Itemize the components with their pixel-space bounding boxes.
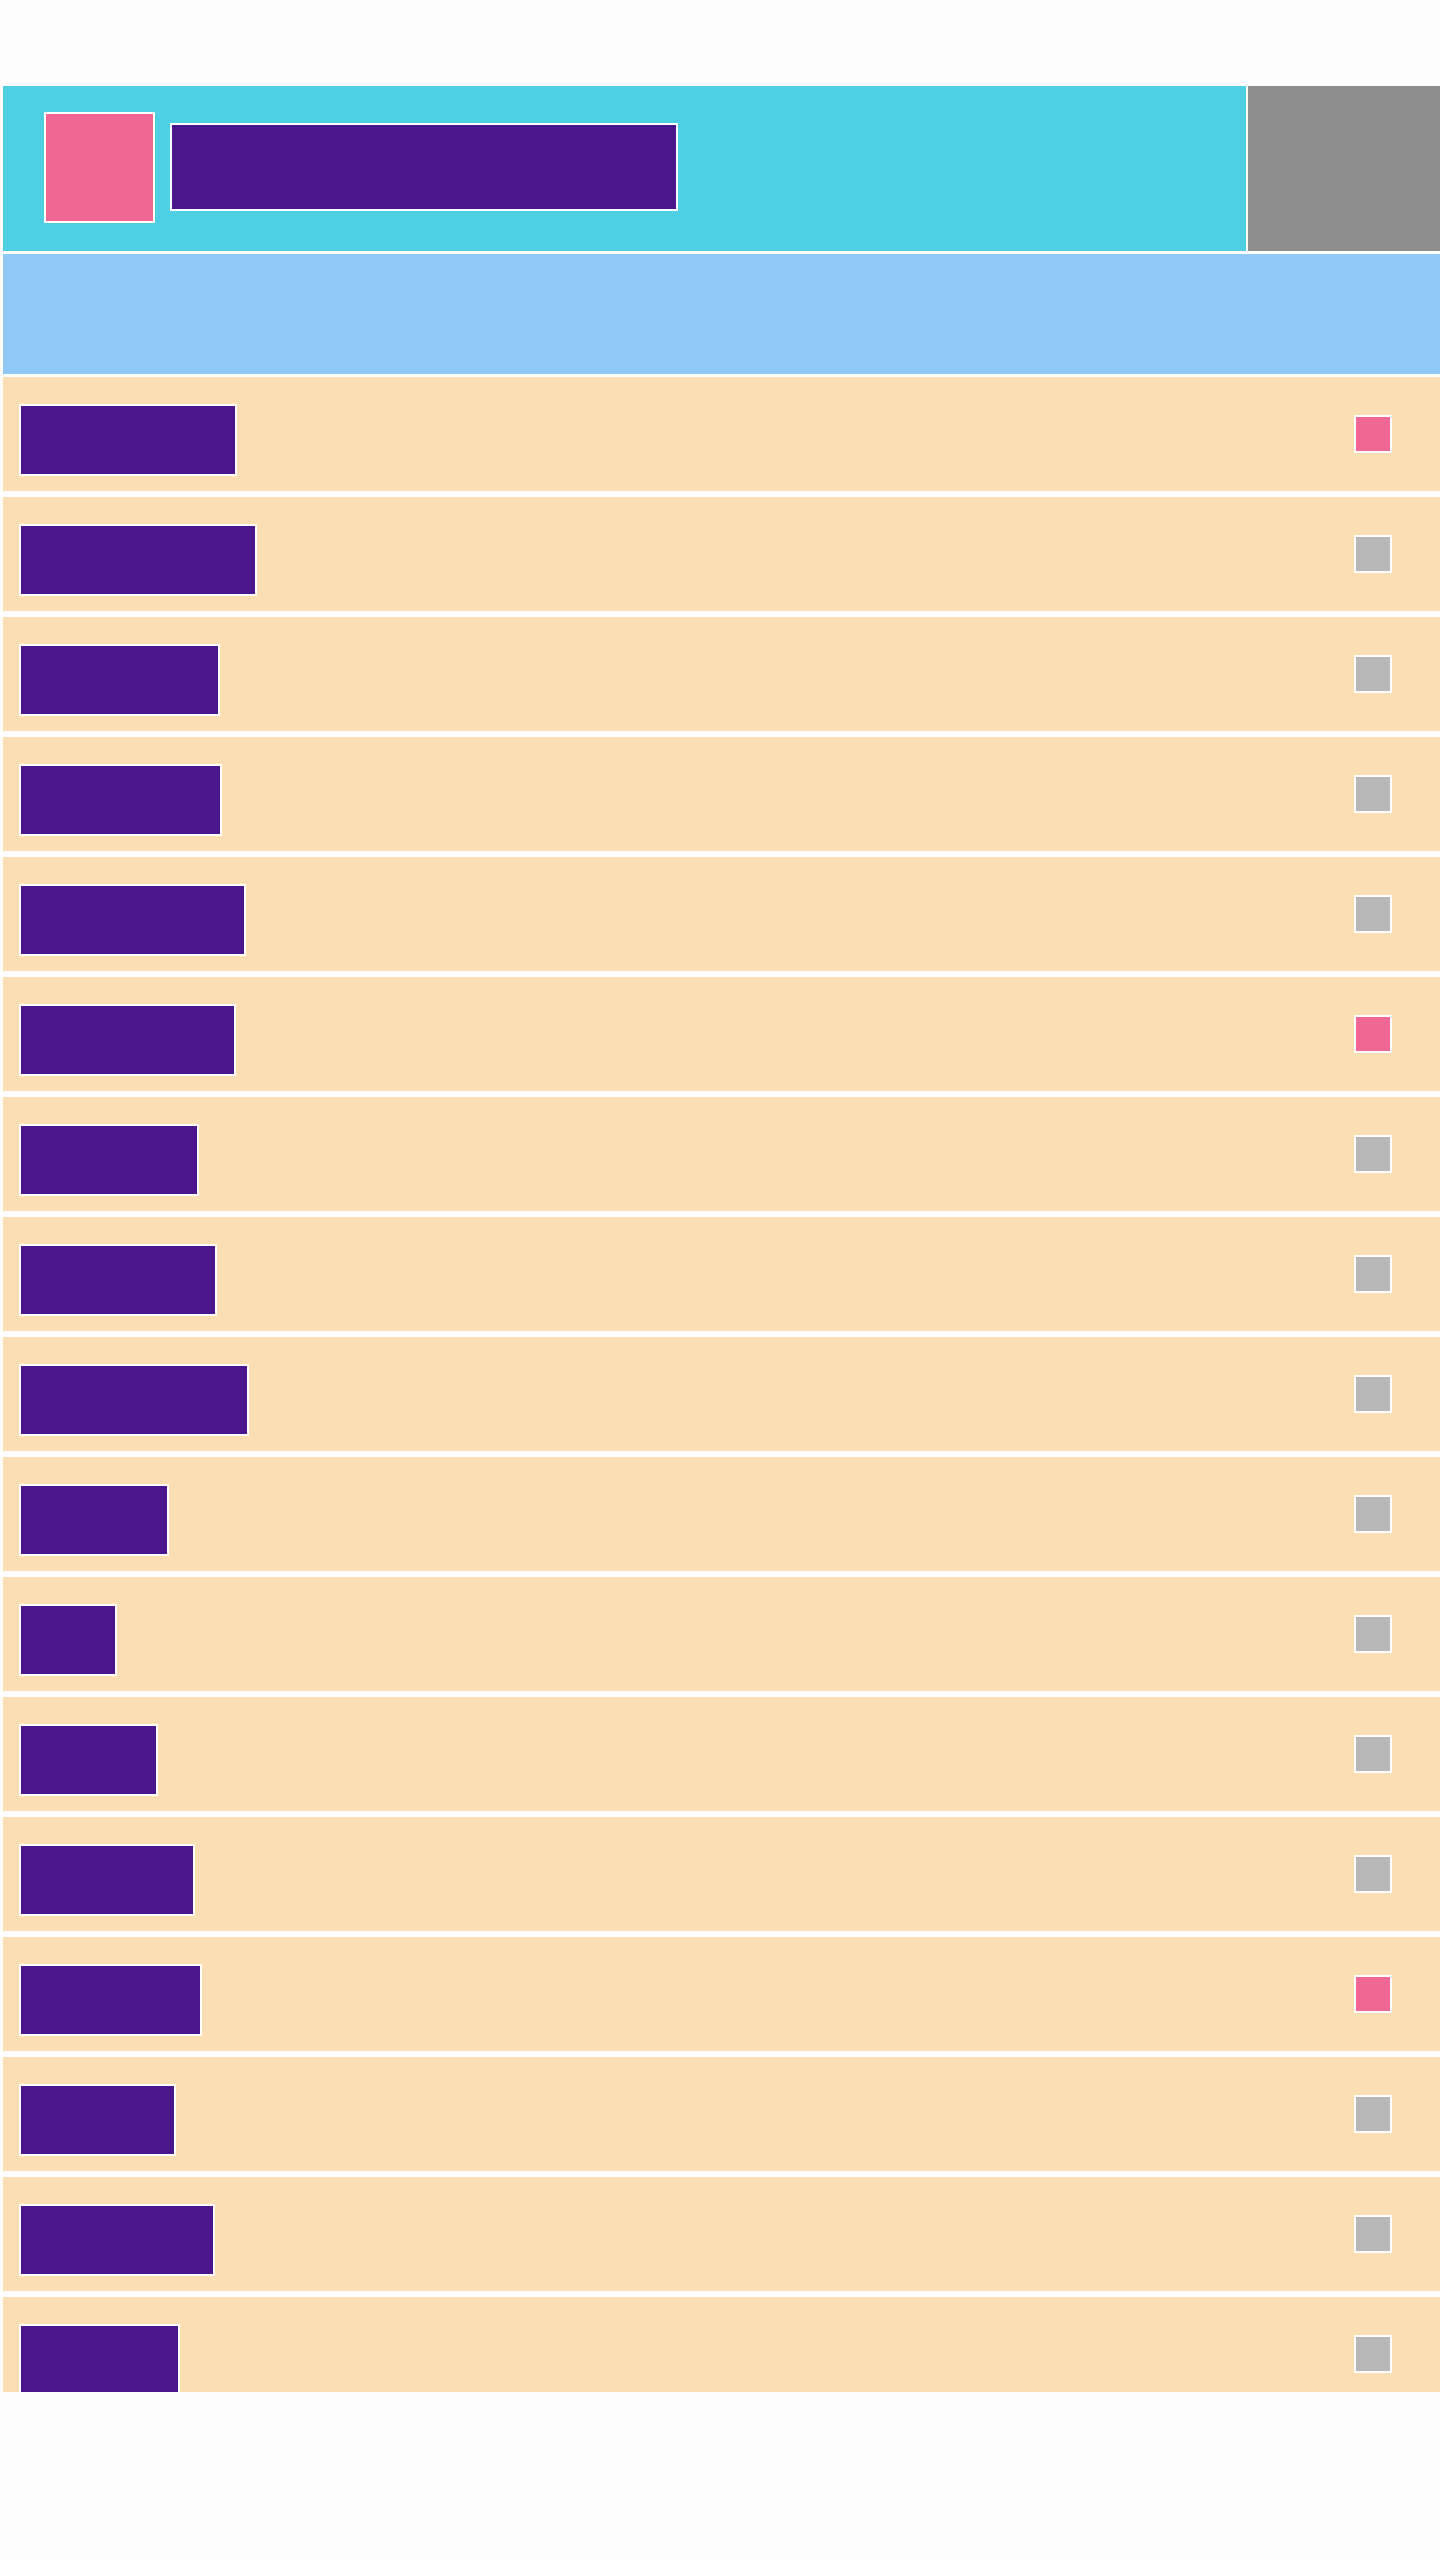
list-item-label [19, 1244, 217, 1316]
list-item-checkbox[interactable] [1354, 1975, 1392, 2013]
list-item[interactable] [3, 1577, 1440, 1691]
list-item-label [19, 764, 222, 836]
list-item[interactable] [3, 1337, 1440, 1451]
list-item-checkbox[interactable] [1354, 2095, 1392, 2133]
list-item[interactable] [3, 1097, 1440, 1211]
list-item[interactable] [3, 857, 1440, 971]
list-item-label [19, 404, 237, 476]
subheader [3, 254, 1440, 374]
list-item[interactable] [3, 497, 1440, 611]
list-item[interactable] [3, 2057, 1440, 2171]
list-item[interactable] [3, 2297, 1440, 2392]
list-item-label [19, 1364, 249, 1436]
list-item[interactable] [3, 1817, 1440, 1931]
list-item-label [19, 1484, 169, 1556]
app-title [170, 123, 678, 211]
list-item-checkbox[interactable] [1354, 2335, 1392, 2373]
list-item-checkbox[interactable] [1354, 1735, 1392, 1773]
list-item-checkbox[interactable] [1354, 1375, 1392, 1413]
list-item[interactable] [3, 1457, 1440, 1571]
list-item-label [19, 1604, 117, 1676]
list-item[interactable] [3, 1697, 1440, 1811]
list-item-label [19, 884, 246, 956]
list-item[interactable] [3, 737, 1440, 851]
list-item-label [19, 1964, 202, 2036]
overflow-menu-button[interactable] [1248, 86, 1440, 251]
app-logo-icon [44, 112, 155, 223]
list-item-checkbox[interactable] [1354, 535, 1392, 573]
list-item-label [19, 1724, 158, 1796]
list-item-label [19, 2084, 176, 2156]
app-bar-main [3, 86, 1246, 251]
list-item-checkbox[interactable] [1354, 2215, 1392, 2253]
list-item[interactable] [3, 1217, 1440, 1331]
list-item-label [19, 1124, 199, 1196]
list-item[interactable] [3, 1937, 1440, 2051]
list-item-label [19, 2324, 180, 2392]
app-window [3, 86, 1440, 2392]
list-item-checkbox[interactable] [1354, 775, 1392, 813]
list-item-label [19, 644, 220, 716]
list-item[interactable] [3, 617, 1440, 731]
list-item-checkbox[interactable] [1354, 1495, 1392, 1533]
list-item-checkbox[interactable] [1354, 1615, 1392, 1653]
list-item-label [19, 1004, 236, 1076]
list-item-checkbox[interactable] [1354, 1135, 1392, 1173]
list-item-checkbox[interactable] [1354, 655, 1392, 693]
list-item-checkbox[interactable] [1354, 1855, 1392, 1893]
list-item-checkbox[interactable] [1354, 1015, 1392, 1053]
list-item-label [19, 524, 257, 596]
list-item[interactable] [3, 977, 1440, 1091]
list-item-label [19, 1844, 195, 1916]
list-item-checkbox[interactable] [1354, 1255, 1392, 1293]
list-item-label [19, 2204, 215, 2276]
list-item[interactable] [3, 377, 1440, 491]
list-item-checkbox[interactable] [1354, 895, 1392, 933]
list-item[interactable] [3, 2177, 1440, 2291]
app-bar [3, 86, 1440, 251]
list-item-checkbox[interactable] [1354, 415, 1392, 453]
